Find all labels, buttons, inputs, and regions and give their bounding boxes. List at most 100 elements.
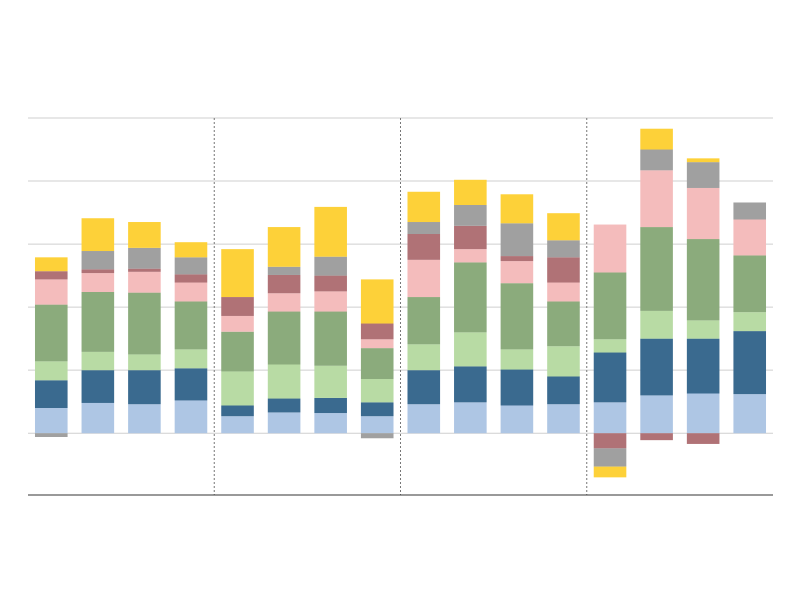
bar-segment [454, 402, 487, 434]
bar-segment [407, 297, 441, 345]
bar-segment [128, 222, 161, 248]
bar-segment [547, 301, 580, 347]
bar-segment [128, 271, 161, 293]
bar-segment [500, 194, 534, 224]
bar-segment [640, 395, 673, 434]
bar-segment [34, 361, 68, 381]
bar-segment [174, 274, 208, 283]
bar-segment [34, 408, 68, 434]
bar-segment [733, 394, 767, 434]
bar-segment [174, 349, 208, 369]
bar-segment [174, 242, 208, 258]
bar-segment [128, 404, 161, 434]
bar-segment [81, 370, 115, 403]
bar-segment [360, 402, 394, 417]
bar-segment [500, 349, 534, 370]
bar-segment [360, 416, 394, 434]
bar-segment [733, 331, 767, 395]
bar-segment [593, 339, 627, 353]
bar-segment [733, 219, 767, 256]
bar-segment [221, 416, 254, 434]
bar-segment [267, 227, 301, 267]
bar-segment [454, 366, 487, 403]
bar-segment [360, 323, 394, 340]
bar-segment [686, 239, 720, 321]
bar-segment [81, 351, 115, 371]
bar-segment [593, 466, 627, 478]
bar-segment [593, 352, 627, 403]
bar-segment [267, 311, 301, 365]
bar-segment [733, 202, 767, 220]
bar-segment [174, 257, 208, 275]
bar-segment [686, 393, 720, 434]
bar-segment [174, 400, 208, 434]
bar-segment [221, 315, 254, 332]
bar-segment [686, 338, 720, 394]
bar-segment [314, 275, 347, 292]
bar-segment [640, 433, 673, 441]
bar-segment [500, 256, 534, 262]
bar-segment [360, 348, 394, 379]
bar-segment [500, 283, 534, 350]
bar-segment [686, 187, 720, 240]
bar-segment [407, 370, 441, 405]
bar-segment [640, 128, 673, 150]
bar-segment [128, 268, 161, 272]
bar-segment [267, 398, 301, 413]
bar-segment [314, 206, 347, 257]
bar-segment [454, 332, 487, 367]
bar-segment [593, 402, 627, 434]
bar-segment [221, 371, 254, 406]
bar-segment [314, 311, 347, 366]
bar-segment [314, 256, 347, 276]
bar-segment [34, 271, 68, 280]
bar-segment [686, 320, 720, 339]
bar-segment [407, 191, 441, 223]
bar-segment [547, 213, 580, 241]
bar-segment [128, 247, 161, 269]
bar-segment [686, 433, 720, 444]
bar-segment [360, 379, 394, 403]
bar-segment [221, 297, 254, 316]
bar-segment [407, 259, 441, 298]
bar-segment [34, 257, 68, 272]
bar-segment [593, 448, 627, 467]
bar-segment [174, 368, 208, 401]
bar-segment [81, 218, 115, 252]
bar-segment [686, 162, 720, 188]
bar-segment [593, 272, 627, 340]
bar-segment [733, 255, 767, 313]
bar-segment [221, 331, 254, 372]
bar-segment [547, 346, 580, 377]
bar-segment [500, 369, 534, 406]
bar-segment [81, 402, 115, 434]
bar-segment [128, 292, 161, 355]
bar-segment [267, 266, 301, 275]
bar-segment [360, 433, 394, 439]
bar-segment [454, 179, 487, 205]
bar-segment [314, 291, 347, 312]
bar-segment [640, 149, 673, 171]
bar-segment [81, 292, 115, 352]
bar-segment [500, 261, 534, 284]
bar-segment [547, 404, 580, 434]
bar-segment [174, 301, 208, 350]
bar-segment [640, 338, 673, 396]
bar-segment [128, 354, 161, 371]
bar-segment [34, 380, 68, 408]
bar-segment [267, 274, 301, 294]
bar-segment [407, 404, 441, 434]
bar-segment [360, 339, 394, 349]
bar-segment [314, 397, 347, 414]
bar-segment [360, 279, 394, 324]
bar-segment [407, 344, 441, 371]
bar-segment [128, 370, 161, 405]
bar-segment [454, 249, 487, 263]
bar-segment [314, 413, 347, 434]
bar-segment [221, 405, 254, 417]
bar-segment [34, 279, 68, 305]
bar-segment [640, 227, 673, 311]
bar-segment [547, 240, 580, 258]
bar-segment [221, 249, 254, 298]
